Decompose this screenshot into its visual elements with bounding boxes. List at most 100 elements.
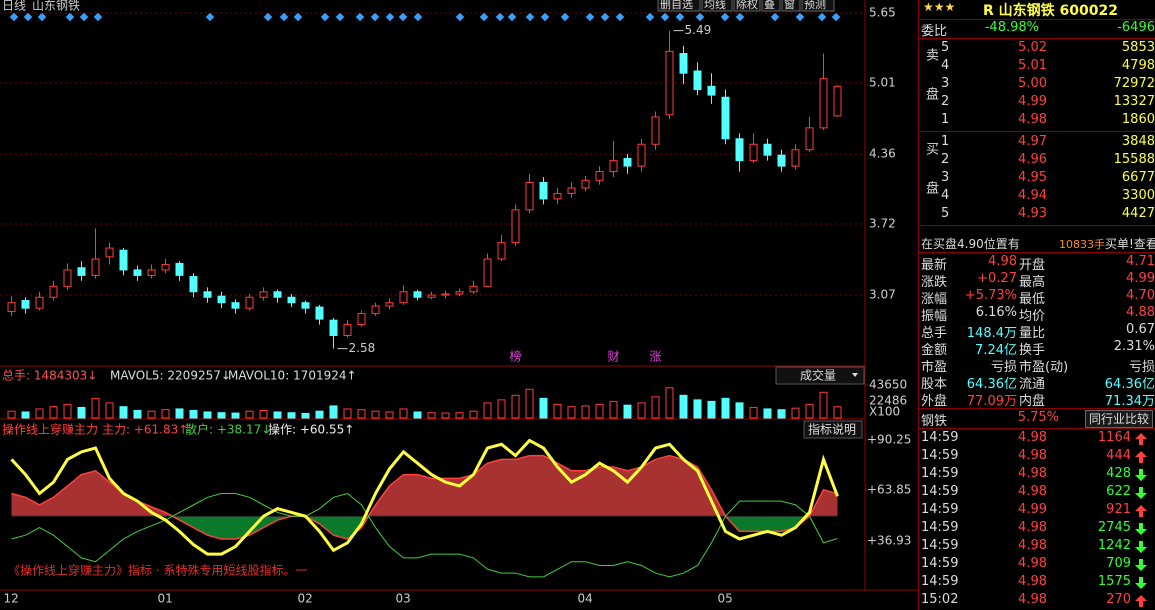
arrow-shape (1135, 433, 1147, 445)
depth-volume: 13327 (1113, 94, 1155, 109)
arrow-icon (1135, 541, 1147, 553)
arrow-icon (1135, 469, 1147, 481)
chart-area: 日线 山东钢铁 删自选 均线 除权叠窗预测 5.65 5.01 4.36 3.72 3.07 12 0… (0, 0, 918, 606)
event-diamond (525, 12, 535, 22)
period-label: 日线 (2, 0, 26, 13)
indicator-button-frame (803, 420, 863, 439)
stat-value: 亏损 (1128, 360, 1155, 375)
toolbar-button[interactable]: 叠 (764, 0, 775, 11)
event-diamond (335, 12, 345, 22)
candle-body (483, 258, 492, 287)
candle-body (385, 302, 394, 307)
event-diamond (720, 12, 730, 22)
depth-level: 3 (941, 76, 950, 91)
depth-price: 5.02 (1018, 40, 1047, 55)
candle-body (105, 247, 114, 258)
volume-bar (497, 399, 506, 419)
trade-price: 4.98 (1018, 520, 1047, 535)
main-area-negative (11, 516, 838, 539)
stat-label: 内盘 (1019, 394, 1046, 409)
candle-body (581, 179, 590, 189)
event-diamond (479, 12, 489, 22)
indicator-line (11, 454, 838, 540)
toolbar-button[interactable]: 窗 (784, 0, 795, 11)
stat-label: 换手 (1019, 343, 1046, 358)
x-tick-label: 02 (298, 592, 313, 606)
volume-bar (357, 409, 366, 419)
volume-bar (539, 397, 548, 419)
event-diamond (560, 12, 570, 22)
event-diamond (370, 12, 380, 22)
alert-volume: 10833手 (1059, 238, 1105, 251)
candle-body (735, 138, 744, 162)
candle-body (175, 262, 184, 276)
event-diamond (398, 12, 408, 22)
trade-volume: 622 (1106, 484, 1131, 499)
separator (919, 131, 1155, 132)
toolbar-button[interactable]: 均线 (704, 0, 726, 11)
order-ratio-percent: -48.98% (984, 20, 1039, 35)
stat-label: 市盈 (921, 360, 948, 375)
stat-value: 7.24亿 (975, 343, 1017, 358)
volume-bar (147, 410, 156, 419)
stat-value: 64.36亿 (966, 377, 1017, 392)
candle-body (399, 291, 408, 304)
volume-bar (175, 408, 184, 419)
arrow-shape (1135, 595, 1147, 607)
volume-bar (833, 406, 842, 419)
event-diamond (37, 12, 47, 22)
sector-link[interactable]: 同行业比较 (1085, 410, 1154, 428)
volume-bar (749, 406, 758, 419)
volume-bar (245, 410, 254, 419)
stat-value: 0.67 (1126, 322, 1155, 337)
trade-arrow (1135, 559, 1147, 571)
volume-bar (413, 411, 422, 419)
event-diamond (795, 12, 805, 22)
toolbar-button[interactable]: 预测 (804, 0, 826, 11)
alert-text: 在买盘4.90位置有 (921, 237, 1020, 251)
candle-body (245, 296, 254, 309)
sector-change: 5.75% (1017, 410, 1059, 425)
candle-body (413, 291, 422, 298)
depth-price: 4.94 (1018, 188, 1047, 203)
arrow-shape (1135, 487, 1147, 499)
candle-body (315, 306, 324, 320)
event-diamond (645, 12, 655, 22)
stat-label: 均价 (1019, 309, 1046, 324)
toolbar-button[interactable]: 删自选 (660, 0, 693, 11)
volume-selector[interactable]: 成交量 (800, 368, 836, 383)
event-diamond (385, 12, 395, 22)
event-diamond (831, 12, 841, 22)
x-tick-label: 05 (718, 592, 733, 606)
stat-value: 4.88 (1126, 305, 1155, 320)
volume-bar (217, 412, 226, 419)
depth-volume: 4798 (1121, 58, 1155, 73)
arrow-shape (1135, 523, 1147, 535)
candle-body (623, 157, 632, 167)
trade-time: 14:59 (921, 448, 959, 463)
volume-bar (329, 405, 338, 419)
volume-bar (805, 403, 814, 419)
stat-label: 开盘 (1019, 258, 1046, 273)
event-diamond (320, 12, 330, 22)
stat-value: 6.16% (975, 305, 1017, 320)
separator (919, 252, 1155, 253)
trade-arrow (1135, 487, 1147, 499)
stat-value: 4.99 (1126, 271, 1155, 286)
volume-bar (427, 412, 436, 419)
volume-bar (665, 387, 674, 419)
alert-link[interactable]: 买单!查看详情 (1105, 237, 1155, 251)
trade-price: 4.98 (1018, 538, 1047, 553)
depth-price: 4.97 (1018, 134, 1047, 149)
event-label: 财 (608, 350, 620, 364)
indicator-button[interactable]: 指标说明 (808, 422, 856, 437)
stat-label: 涨幅 (921, 292, 948, 307)
toolbar-button[interactable]: 除权 (736, 0, 758, 11)
candle-body (595, 171, 604, 181)
trade-price: 4.98 (1018, 556, 1047, 571)
volume-bar (609, 400, 618, 419)
trade-volume: 270 (1106, 592, 1131, 607)
arrow-icon (1135, 559, 1147, 571)
candle-body (343, 324, 352, 336)
